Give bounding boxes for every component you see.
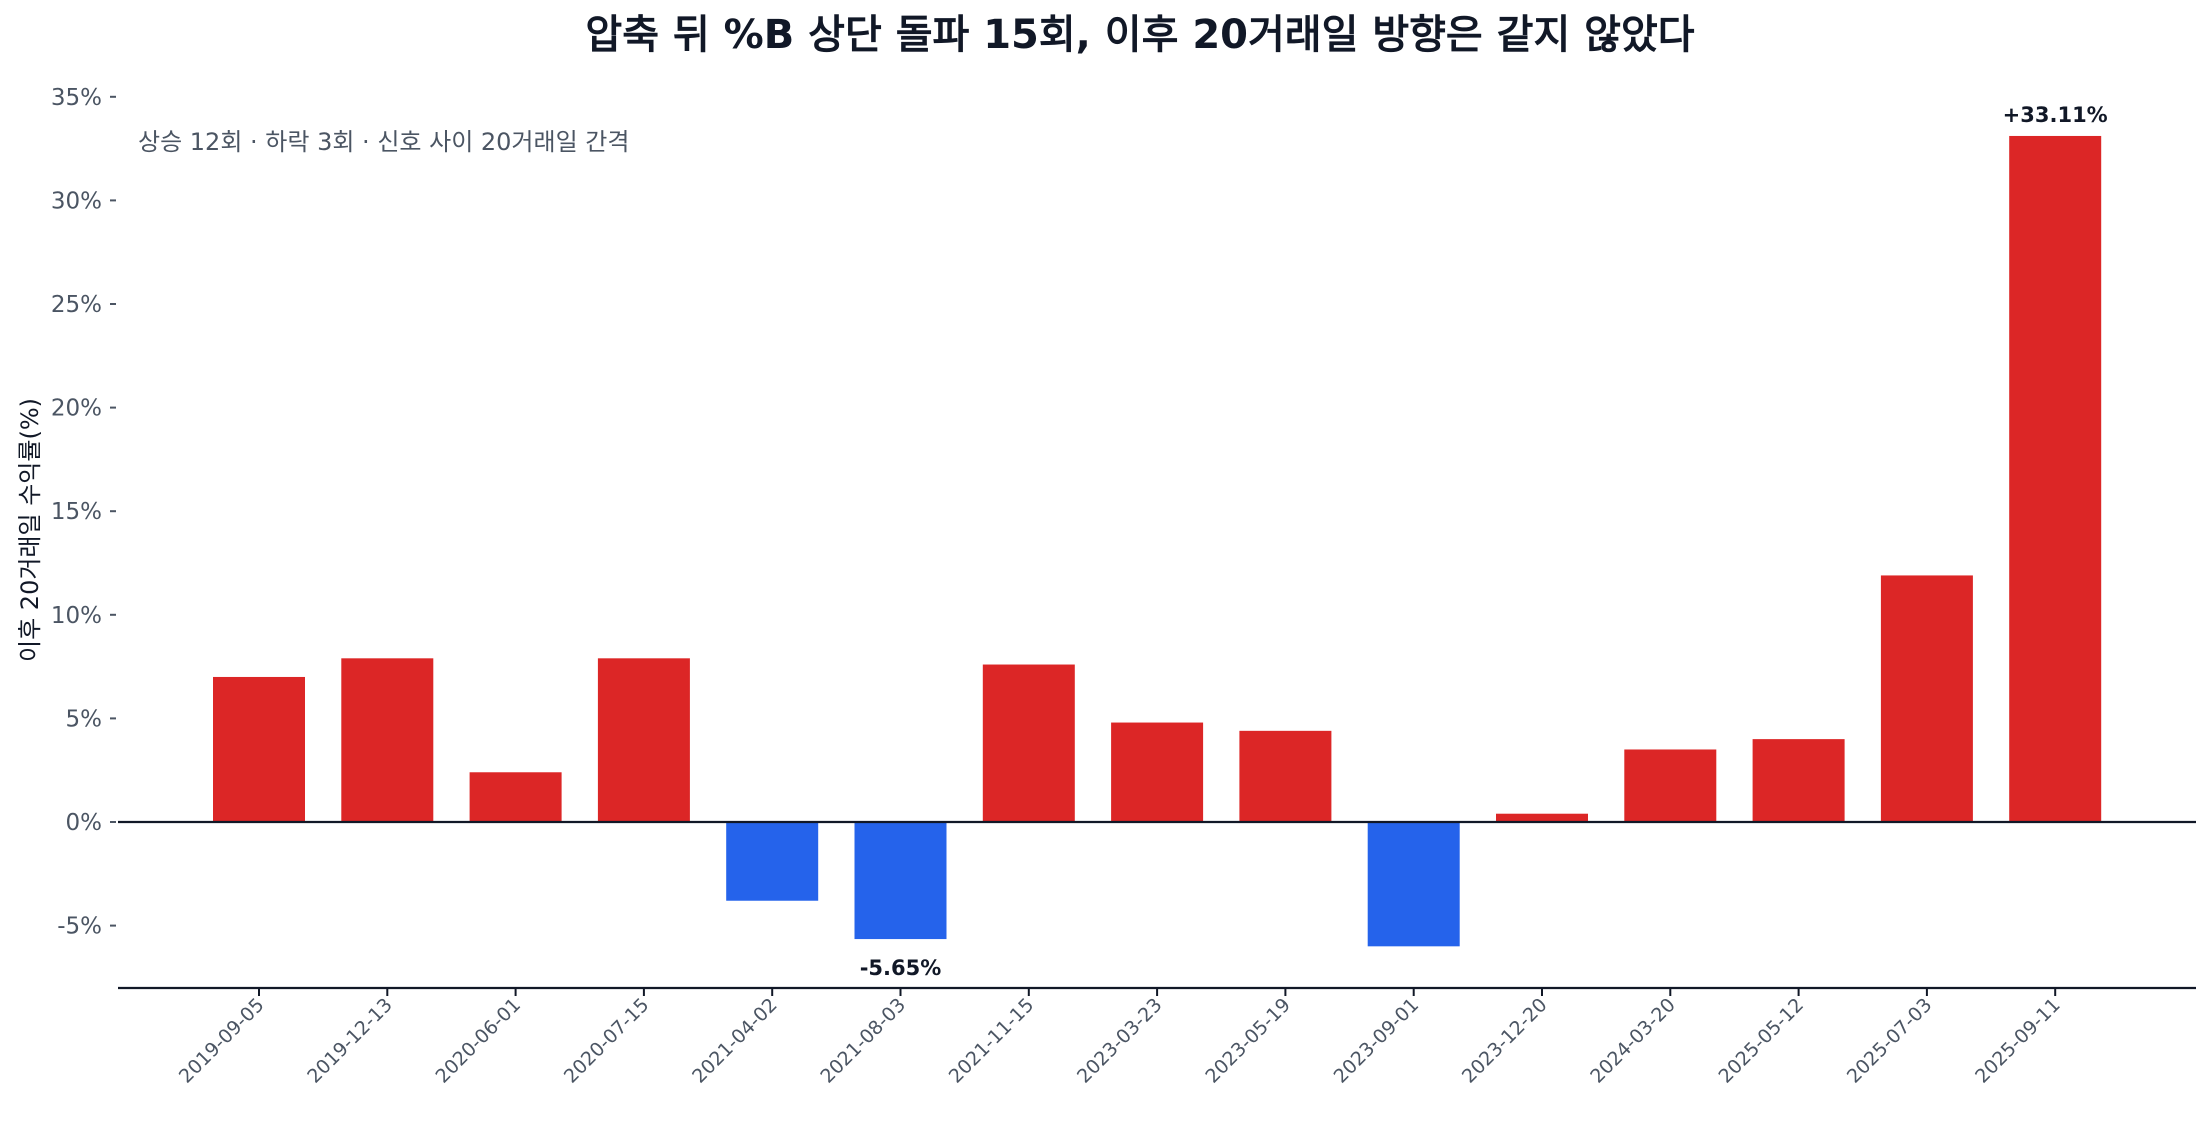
x-axis: 2019-09-05 2019-12-13 2020-06-01 2020-07-15… <box>118 820 2196 1088</box>
data-label-2021-08-03: -5.65% <box>860 956 942 980</box>
x-tick-label: 2019-12-13 <box>303 994 397 1088</box>
y-tick-label: 30% <box>51 188 102 214</box>
x-tick-label: 2019-09-05 <box>175 994 269 1088</box>
bar-2019-09-05 <box>213 676 305 822</box>
y-axis-label: 이후 20거래일 수익률(%) <box>16 398 44 662</box>
bar-2023-09-01 <box>1367 822 1460 947</box>
x-tick-label: 2021-04-02 <box>688 994 782 1088</box>
x-tick-label: 2023-12-20 <box>1458 994 1552 1088</box>
bars-group <box>213 135 2102 947</box>
data-label-2025-09-11: +33.11% <box>2003 103 2108 127</box>
x-tick-label: 2023-09-01 <box>1330 994 1424 1088</box>
x-tick-label: 2020-06-01 <box>431 994 525 1088</box>
x-tick-label: 2024-03-20 <box>1586 994 1680 1088</box>
x-tick-label: 2025-05-12 <box>1714 994 1808 1088</box>
bar-2020-07-15 <box>597 658 690 822</box>
bar-2019-12-13 <box>341 658 434 822</box>
y-tick-label: 25% <box>51 292 102 318</box>
x-tick-label: 2025-07-03 <box>1843 994 1937 1088</box>
bar-2023-12-20 <box>1496 813 1588 822</box>
y-tick-label: 35% <box>51 85 102 111</box>
y-tick-label: 0% <box>66 810 103 836</box>
y-tick-label: 15% <box>51 499 102 525</box>
bar-2024-03-20 <box>1624 749 1717 822</box>
chart-subtitle: 상승 12회 · 하락 3회 · 신호 사이 20거래일 간격 <box>138 128 629 156</box>
y-tick-label: 20% <box>51 396 102 422</box>
bar-2023-03-23 <box>1111 722 1204 822</box>
x-tick-label: 2023-03-23 <box>1073 994 1167 1088</box>
y-tick-label: 10% <box>51 603 102 629</box>
x-tick-label: 2021-08-03 <box>816 994 910 1088</box>
bar-2025-07-03 <box>1880 575 1973 822</box>
y-axis: -5% 0% 5% 10% 15% 20% 25% 30% 35% <box>51 85 116 940</box>
y-tick-label: 5% <box>66 706 103 732</box>
x-tick-label: 2023-05-19 <box>1201 994 1295 1088</box>
chart-title: 압축 뒤 %B 상단 돌파 15회, 이후 20거래일 방향은 같지 않았다 <box>585 12 1694 58</box>
bar-2021-04-02 <box>726 822 819 901</box>
bar-2025-09-11 <box>2009 135 2102 822</box>
bar-2020-06-01 <box>469 772 562 822</box>
x-tick-label: 2020-07-15 <box>560 994 654 1088</box>
x-tick-label: 2025-09-11 <box>1971 994 2065 1088</box>
bar-2021-08-03 <box>854 822 947 940</box>
bar-2023-05-19 <box>1239 730 1332 822</box>
data-labels-group: -5.65% +33.11% <box>860 103 2108 980</box>
y-tick-label: -5% <box>57 914 102 940</box>
bar-2021-11-15 <box>982 664 1075 822</box>
bar-2025-05-12 <box>1752 739 1845 822</box>
x-tick-label: 2021-11-15 <box>945 994 1039 1088</box>
